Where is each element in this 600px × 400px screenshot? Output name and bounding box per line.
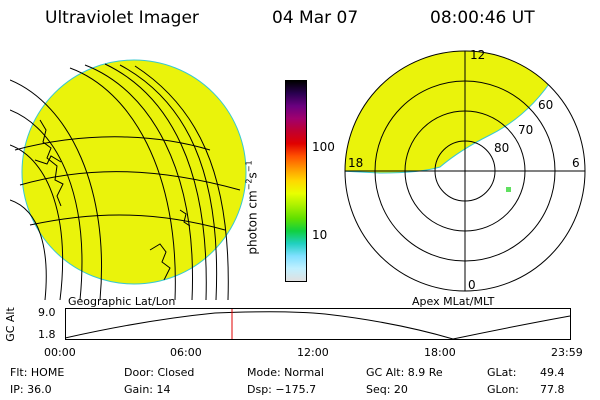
mlt-label-0: 0 [468, 278, 476, 292]
colorbar-unit-label: photon cm−2s−1 [244, 160, 260, 255]
lat-label-80: 80 [494, 141, 509, 155]
time-label: 08:00:46 UT [430, 8, 535, 28]
apex-caption: Apex MLat/MLT [412, 295, 495, 308]
geographic-map [10, 59, 247, 300]
info-ip: IP: 36.0 [10, 383, 52, 396]
info-gc-alt: GC Alt: 8.9 Re [366, 366, 443, 379]
colorbar-tick-100: 100 [312, 140, 335, 154]
info-glat-label: GLat: [487, 366, 517, 379]
altitude-ytick-9: 9.0 [38, 306, 56, 319]
altitude-plot [65, 308, 571, 340]
info-flt: Flt: HOME [10, 366, 65, 379]
info-gain: Gain: 14 [124, 383, 171, 396]
info-door: Door: Closed [124, 366, 195, 379]
xtick-18: 18:00 [424, 346, 456, 359]
geographic-caption: Geographic Lat/Lon [68, 295, 176, 308]
lat-label-70: 70 [518, 123, 533, 137]
info-glon-label: GLon: [487, 383, 519, 396]
lat-label-60: 60 [538, 98, 553, 112]
polar-plot: 12 6 0 18 60 70 80 [344, 48, 586, 292]
instrument-title: Ultraviolet Imager [45, 8, 199, 28]
xtick-12: 12:00 [297, 346, 329, 359]
colorbar-tick-10: 10 [312, 228, 328, 242]
altitude-ytick-1: 1.8 [38, 328, 56, 341]
mlt-label-6: 6 [572, 156, 580, 170]
info-glon-value: 77.8 [540, 383, 565, 396]
mlt-label-12: 12 [470, 48, 485, 62]
xtick-06: 06:00 [170, 346, 202, 359]
altitude-ylabel: GC Alt [3, 307, 17, 342]
xtick-2359: 23:59 [551, 346, 583, 359]
colorbar [285, 80, 307, 282]
date-label: 04 Mar 07 [272, 8, 359, 28]
xtick-00: 00:00 [44, 346, 76, 359]
info-seq: Seq: 20 [366, 383, 408, 396]
info-dsp: Dsp: −175.7 [247, 383, 317, 396]
info-glat-value: 49.4 [540, 366, 565, 379]
info-mode: Mode: Normal [247, 366, 324, 379]
mlt-label-18: 18 [348, 156, 363, 170]
satellite-point [506, 187, 511, 192]
